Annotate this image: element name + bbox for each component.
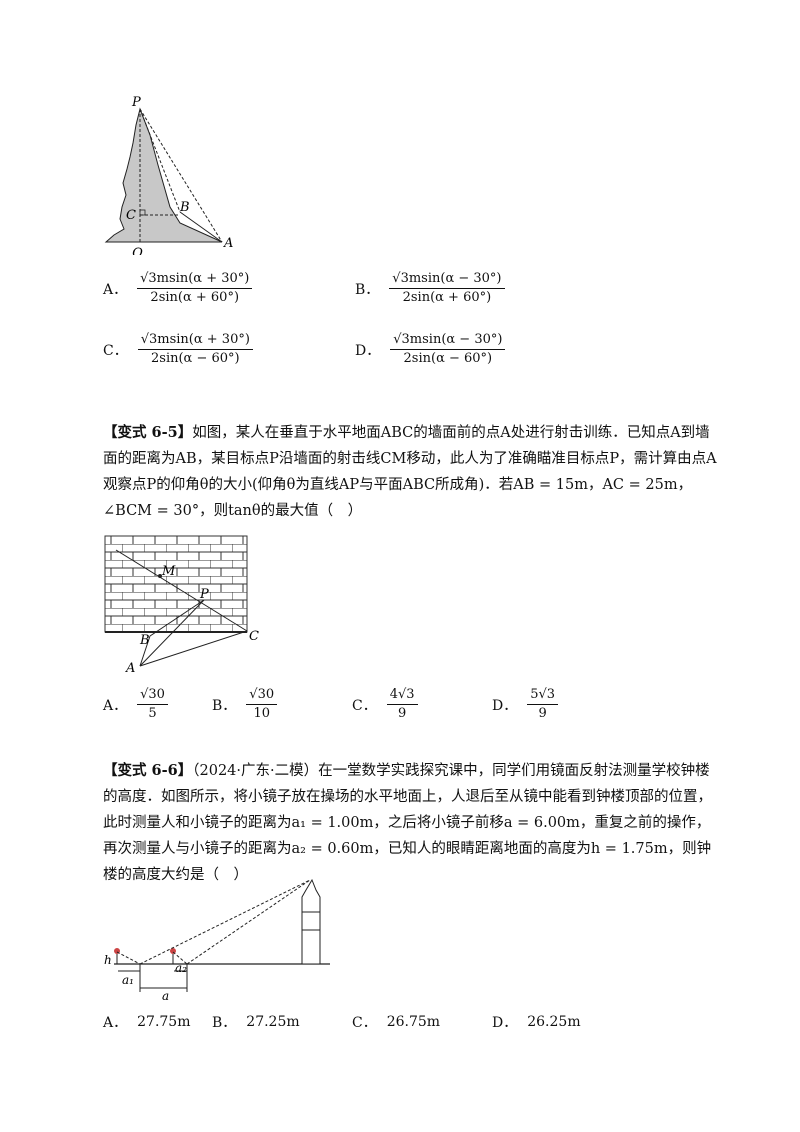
wall-figure: M P B C A: [104, 535, 259, 676]
q66-option-c[interactable]: C． 26.75m: [352, 1014, 441, 1031]
label-P: P: [199, 587, 209, 602]
mountain-shape: [104, 107, 223, 243]
option-label: C．: [103, 342, 128, 359]
question-body: （2024·广东·二模）在一堂数学实践探究课中，同学们用镜面反射法测量学校钟楼的…: [103, 763, 712, 883]
label-B: B: [179, 200, 190, 215]
label-a2: a₂: [175, 961, 187, 975]
label-A: A: [125, 661, 135, 676]
question-6-5-text: 【变式 6-5】如图，某人在垂直于水平地面ABC的墙面前的点A处进行射击训练．已…: [103, 420, 723, 524]
label-B: B: [139, 633, 150, 648]
label-P: P: [131, 95, 141, 110]
q1-option-d[interactable]: D． √3msin(α − 30°) 2sin(α − 60°): [355, 332, 506, 367]
label-h: h: [104, 953, 112, 967]
mountain-figure: P B C Q A: [104, 95, 233, 255]
label-C: C: [126, 208, 136, 223]
q65-option-c[interactable]: C． 4√3 9: [352, 687, 418, 722]
q65-option-b[interactable]: B． √30 10: [212, 687, 278, 722]
question-tag: 【变式 6-5】: [103, 424, 193, 441]
q65-option-a[interactable]: A． √30 5: [103, 687, 168, 722]
label-M: M: [161, 564, 176, 579]
question-6-6-text: 【变式 6-6】（2024·广东·二模）在一堂数学实践探究课中，同学们用镜面反射…: [103, 758, 723, 888]
q1-option-c[interactable]: C． √3msin(α + 30°) 2sin(α − 60°): [103, 332, 253, 367]
label-a: a: [162, 989, 169, 1002]
option-label: D．: [355, 342, 381, 359]
question-body: 如图，某人在垂直于水平地面ABC的墙面前的点A处进行射击训练．已知点A到墙面的距…: [103, 425, 717, 519]
label-Q: Q: [132, 246, 143, 255]
q66-option-a[interactable]: A． 27.75m: [103, 1014, 191, 1031]
tower-figure: h a₁ a₂ a: [104, 878, 330, 1002]
option-label: B．: [355, 281, 380, 298]
q1-option-a[interactable]: A． √3msin(α + 30°) 2sin(α + 60°): [103, 271, 253, 306]
q66-option-b[interactable]: B． 27.25m: [212, 1014, 300, 1031]
label-A: A: [223, 236, 233, 251]
question-tag: 【变式 6-6】: [103, 762, 193, 779]
q1-option-b[interactable]: B． √3msin(α − 30°) 2sin(α + 60°): [355, 271, 505, 306]
q66-option-d[interactable]: D． 26.25m: [492, 1014, 581, 1031]
q65-option-d[interactable]: D． 5√3 9: [492, 687, 559, 722]
option-label: A．: [103, 281, 128, 298]
label-a1: a₁: [122, 973, 134, 987]
label-C: C: [249, 629, 259, 644]
